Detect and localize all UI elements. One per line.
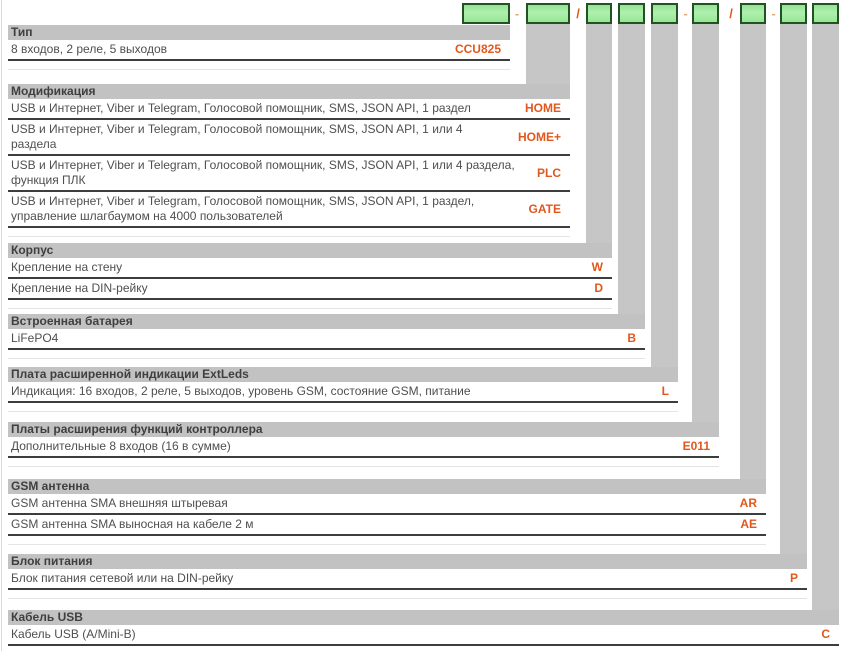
option-code: L xyxy=(661,384,669,398)
option-row: GSM антенна SMA выносная на кабеле 2 м A… xyxy=(8,515,766,536)
option-code: W xyxy=(591,260,603,274)
connector-column-antenna xyxy=(740,24,766,479)
option-code: HOME+ xyxy=(517,129,561,144)
option-code: P xyxy=(789,571,798,585)
option-text: LiFePO4 xyxy=(11,331,59,345)
section-housing: Корпус Крепление на стену W Крепление на… xyxy=(8,243,612,309)
section-title: Модификация xyxy=(8,84,570,99)
section-title: GSM антенна xyxy=(8,479,766,494)
option-row: Крепление на DIN-рейку D xyxy=(8,279,612,300)
section-usb-cable: Кабель USB Кабель USB (A/Mini-B) C xyxy=(8,610,839,651)
option-text: GSM антенна SMA внешняя штыревая xyxy=(11,496,228,510)
code-box-housing xyxy=(586,3,612,24)
section-expansion-boards: Платы расширения функций контроллера Доп… xyxy=(8,422,719,467)
option-code: CCU825 xyxy=(454,42,501,56)
option-row: USB и Интернет, Viber и Telegram, Голосо… xyxy=(8,192,570,228)
option-row: USB и Интернет, Viber и Telegram, Голосо… xyxy=(8,120,570,156)
code-box-battery xyxy=(618,3,645,24)
option-code: C xyxy=(821,627,830,641)
code-separator-dash: - xyxy=(771,6,776,21)
connector-column-usb-cable xyxy=(812,24,839,610)
code-separator-dash: - xyxy=(514,6,520,21)
section-power-supply: Блок питания Блок питания сетевой или на… xyxy=(8,554,807,599)
section-type: Тип 8 входов, 2 реле, 5 выходов CCU825 xyxy=(8,25,510,70)
option-text: USB и Интернет, Viber и Telegram, Голосо… xyxy=(11,101,471,115)
option-row: Блок питания сетевой или на DIN-рейку P xyxy=(8,569,807,590)
connector-column-power-supply xyxy=(780,24,807,554)
option-row: Крепление на стену W xyxy=(8,258,612,279)
option-text: USB и Интернет, Viber и Telegram, Голосо… xyxy=(11,194,475,223)
option-row: USB и Интернет, Viber и Telegram, Голосо… xyxy=(8,99,570,120)
section-extleds: Плата расширенной индикации ExtLeds Инди… xyxy=(8,367,678,412)
code-box-power-supply xyxy=(780,3,807,24)
option-code: D xyxy=(594,281,603,295)
section-title: Тип xyxy=(8,25,510,40)
section-title: Встроенная батарея xyxy=(8,314,645,329)
option-code: HOME xyxy=(525,101,561,115)
option-text: GSM антенна SMA выносная на кабеле 2 м xyxy=(11,517,254,531)
option-text: Кабель USB (A/Mini-B) xyxy=(11,627,136,641)
code-box-expansion xyxy=(692,3,719,24)
option-text: USB и Интернет, Viber и Telegram, Голосо… xyxy=(11,158,515,187)
option-row: Кабель USB (A/Mini-B) C xyxy=(8,625,839,646)
option-row: Индикация: 16 входов, 2 реле, 5 выходов,… xyxy=(8,382,678,403)
option-text: 8 входов, 2 реле, 5 выходов xyxy=(11,42,168,56)
option-code: AR xyxy=(739,496,757,510)
option-text: Индикация: 16 входов, 2 реле, 5 выходов,… xyxy=(11,384,471,398)
option-code: AE xyxy=(740,517,757,531)
option-row: 8 входов, 2 реле, 5 выходов CCU825 xyxy=(8,40,510,61)
section-title: Платы расширения функций контроллера xyxy=(8,422,719,437)
section-title: Блок питания xyxy=(8,554,807,569)
code-box-modification xyxy=(526,3,570,24)
option-code: GATE xyxy=(528,201,561,216)
section-title: Корпус xyxy=(8,243,612,258)
connector-column-extleds xyxy=(651,24,678,367)
section-gsm-antenna: GSM антенна GSM антенна SMA внешняя штыр… xyxy=(8,479,766,545)
page-left-border xyxy=(1,0,2,651)
section-title: Плата расширенной индикации ExtLeds xyxy=(8,367,678,382)
code-box-extleds xyxy=(651,3,678,24)
code-box-antenna xyxy=(740,3,766,24)
code-separator-slash: / xyxy=(576,6,580,21)
option-row: LiFePO4 B xyxy=(8,329,645,350)
connector-column-battery xyxy=(618,24,645,314)
option-text: Крепление на DIN-рейку xyxy=(11,281,148,295)
connector-column-expansion xyxy=(692,24,719,422)
code-separator-slash: / xyxy=(729,6,733,21)
code-box-usb-cable xyxy=(812,3,839,24)
section-battery: Встроенная батарея LiFePO4 B xyxy=(8,314,645,359)
option-text: Блок питания сетевой или на DIN-рейку xyxy=(11,571,234,585)
code-box-type xyxy=(462,3,510,24)
option-row: Дополнительные 8 входов (16 в сумме) E01… xyxy=(8,437,719,458)
code-separator-dash: - xyxy=(683,6,688,21)
option-code: PLC xyxy=(537,165,561,180)
connector-column-modification xyxy=(526,24,570,84)
option-text: USB и Интернет, Viber и Telegram, Голосо… xyxy=(11,122,463,151)
option-code: B xyxy=(627,331,636,345)
option-text: Крепление на стену xyxy=(11,260,123,274)
option-text: Дополнительные 8 входов (16 в сумме) xyxy=(11,439,231,453)
option-row: USB и Интернет, Viber и Telegram, Голосо… xyxy=(8,156,570,192)
section-title: Кабель USB xyxy=(8,610,839,625)
option-row: GSM антенна SMA внешняя штыревая AR xyxy=(8,494,766,515)
connector-column-housing xyxy=(586,24,612,243)
option-code: E011 xyxy=(682,439,710,453)
section-modification: Модификация USB и Интернет, Viber и Tele… xyxy=(8,84,570,237)
